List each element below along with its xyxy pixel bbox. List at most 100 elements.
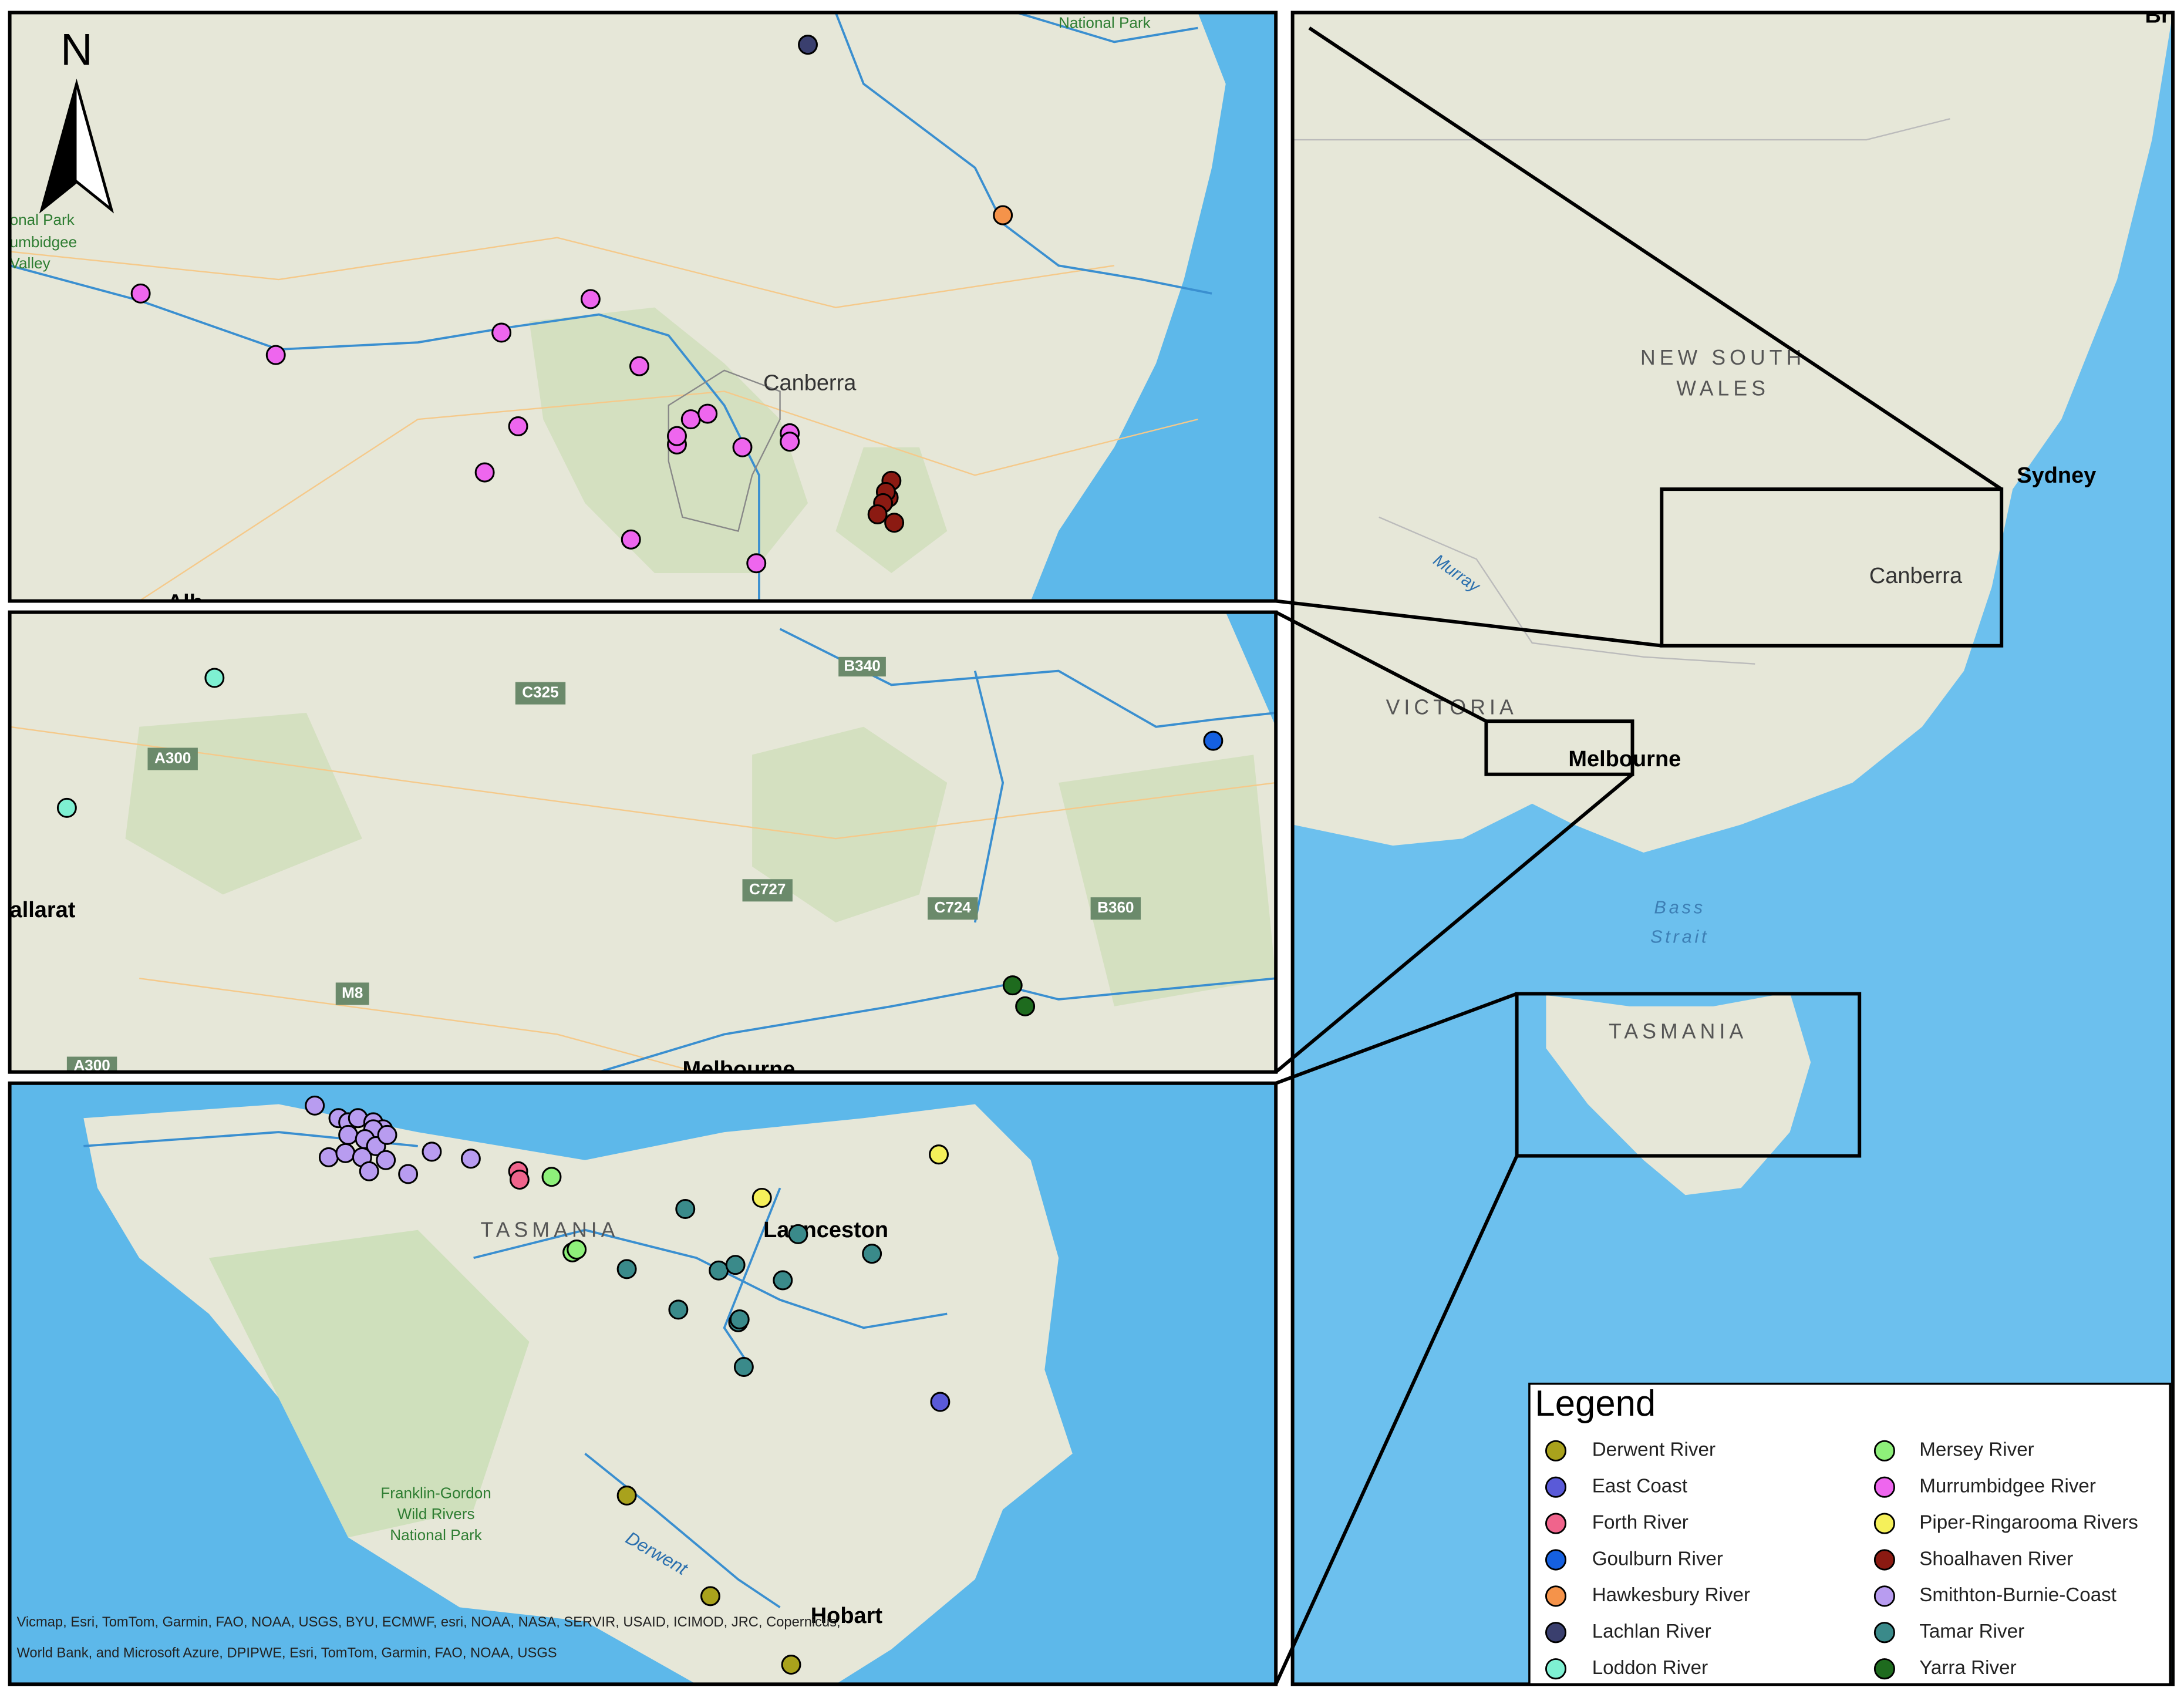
place-label: TASMANIA: [1609, 1019, 1747, 1043]
site-marker: [733, 1356, 754, 1378]
legend-label: Forth River: [1592, 1511, 1688, 1533]
site-marker: [700, 1586, 720, 1607]
legend-label: East Coast: [1592, 1475, 1687, 1497]
place-label: National Park: [1059, 14, 1151, 31]
place-label: Sydney: [2017, 463, 2096, 488]
legend-label: Yarra River: [1919, 1657, 2016, 1679]
legend-swatch: [1873, 1549, 1895, 1571]
site-marker: [798, 35, 818, 55]
legend-swatch: [1873, 1585, 1895, 1607]
connector-lines: [1274, 26, 2003, 1685]
legend-label: Tamar River: [1919, 1621, 2024, 1642]
tas-inset: TASMANIA Launceston Derwent Hobart Frank…: [9, 1083, 1276, 1685]
site-marker: [751, 1187, 772, 1208]
park-label: National Park: [390, 1526, 483, 1544]
site-marker: [616, 1259, 637, 1279]
legend-label: Smithton-Burnie-Coast: [1919, 1584, 2116, 1606]
place-label: Bri: [2145, 4, 2176, 28]
site-marker: [398, 1164, 419, 1184]
road-label: A300: [154, 749, 191, 766]
place-label: Melbourne: [683, 1057, 796, 1082]
site-marker: [667, 426, 687, 446]
legend-label: Murrumbidgee River: [1919, 1475, 2096, 1497]
nsw-inset: National Park onal Park umbidgee Valley …: [9, 12, 1276, 615]
road-label: M8: [342, 984, 363, 1001]
site-marker: [773, 1270, 793, 1291]
park-label: Franklin-Gordon: [380, 1484, 491, 1501]
site-marker: [460, 1149, 481, 1169]
site-marker: [491, 322, 512, 343]
site-marker: [318, 1147, 339, 1167]
site-marker: [377, 1124, 397, 1145]
site-marker: [780, 432, 800, 452]
sea-label: Bass: [1654, 897, 1706, 917]
site-marker: [680, 409, 701, 430]
place-label: onal Park: [10, 211, 75, 228]
north-label: N: [60, 25, 93, 75]
site-marker: [474, 462, 495, 483]
place-label: WALES: [1676, 377, 1770, 400]
site-marker: [1002, 975, 1023, 996]
site-marker: [862, 1244, 882, 1264]
legend-label: Hawkesbury River: [1592, 1584, 1750, 1606]
place-label: Valley: [10, 254, 51, 272]
legend-label: Goulburn River: [1592, 1548, 1723, 1570]
legend-label: Derwent River: [1592, 1439, 1715, 1461]
site-marker: [616, 1485, 637, 1506]
legend-label: Loddon River: [1592, 1657, 1708, 1679]
legend-label: Shoalhaven River: [1919, 1548, 2073, 1570]
site-marker: [376, 1150, 396, 1170]
site-marker: [746, 553, 767, 574]
site-marker: [56, 797, 77, 818]
site-marker: [508, 416, 528, 437]
site-marker: [781, 1654, 801, 1675]
attribution: Vicmap, Esri, TomTom, Garmin, FAO, NOAA,…: [16, 1614, 840, 1630]
site-marker: [668, 1299, 689, 1320]
place-label: Alb: [167, 590, 203, 615]
place-label: Hobart: [811, 1604, 883, 1628]
place-label: NEW SOUTH: [1640, 346, 1805, 369]
site-marker: [265, 345, 286, 365]
site-marker: [732, 437, 753, 457]
site-marker: [541, 1167, 562, 1187]
site-marker: [130, 283, 151, 304]
legend-swatch: [1545, 1549, 1567, 1571]
legend-swatch: [1545, 1476, 1567, 1498]
place-label: VICTORIA: [1386, 695, 1518, 719]
park-label: Wild Rivers: [397, 1505, 475, 1523]
place-label: Launceston: [763, 1218, 888, 1242]
site-marker: [709, 1260, 729, 1281]
place-label: Melbourne: [1568, 747, 1681, 772]
vic-inset: C325 A300 B340 allarat C727 C724 B360 M8…: [9, 612, 1276, 1082]
site-marker: [1203, 730, 1224, 751]
site-marker: [675, 1198, 696, 1220]
legend-label: Piper-Ringarooma Rivers: [1919, 1511, 2138, 1533]
legend-swatch: [1873, 1658, 1895, 1680]
legend-swatch: [1873, 1622, 1895, 1644]
road-label: C727: [749, 880, 786, 898]
attribution: World Bank, and Microsoft Azure, DPIPWE,…: [16, 1645, 557, 1661]
site-marker: [305, 1095, 325, 1116]
site-marker: [788, 1224, 808, 1244]
legend-swatch: [1873, 1440, 1895, 1461]
site-marker: [729, 1309, 750, 1330]
legend-swatch: [1873, 1476, 1895, 1498]
road-label: C724: [935, 898, 972, 916]
site-marker: [1015, 996, 1036, 1016]
site-marker: [884, 513, 905, 533]
legend-title: Legend: [1535, 1383, 1656, 1424]
legend: Legend Derwent River East Coast Forth Rive…: [1528, 1382, 2172, 1686]
legend-swatch: [1545, 1513, 1567, 1534]
legend-swatch: [1873, 1513, 1895, 1534]
site-marker: [621, 529, 641, 550]
road-label: B340: [844, 656, 880, 674]
legend-swatch: [1545, 1622, 1567, 1644]
site-marker: [629, 356, 649, 376]
site-marker: [867, 504, 888, 524]
site-marker: [335, 1143, 356, 1163]
site-marker: [204, 668, 225, 688]
place-label: Canberra: [1869, 564, 1963, 588]
place-label: Canberra: [763, 371, 857, 396]
sites: [56, 35, 1224, 1675]
